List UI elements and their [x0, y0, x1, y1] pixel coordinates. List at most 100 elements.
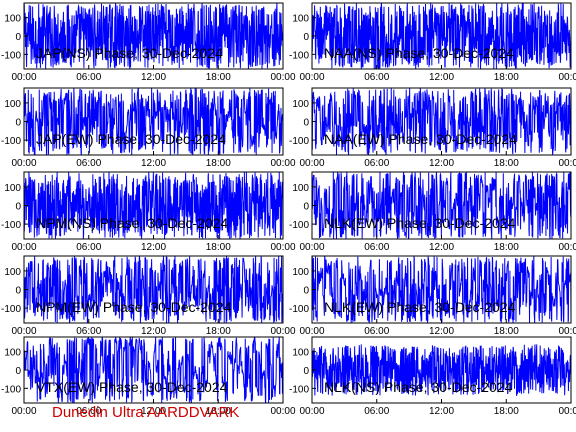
panel-9-xtick-label: 00:00 — [270, 406, 295, 417]
panel-8-ytick-label: -100 — [289, 304, 309, 315]
panel-8-title: NLK(EW) Phase, 30-Dec-2024 — [324, 299, 516, 315]
panel-7-xtick-label: 18:00 — [206, 326, 231, 337]
panel-3-title: JAP(EW) Phase, 30-Dec-2024 — [36, 131, 226, 147]
panel-3-phase-trace — [24, 88, 283, 155]
panel-8-ytick-label: 100 — [292, 267, 309, 278]
panel-8-xtick-label: 06:00 — [364, 326, 389, 337]
panel-4-xtick-label: 12:00 — [429, 158, 454, 169]
panel-2-ytick-label: 0 — [303, 32, 309, 43]
panel-2-xtick-label: 18:00 — [494, 72, 519, 83]
panel-7-title: NPM(EW) Phase, 30-Dec-2024 — [36, 299, 232, 315]
panel-10-xtick-label: 00:00 — [299, 406, 324, 417]
panel-7-ytick-label: 100 — [4, 267, 21, 278]
panel-3-xtick-label: 00:00 — [11, 158, 36, 169]
panel-4-title: NAA(EW) Phase, 30-Dec-2024 — [324, 131, 517, 147]
panel-4-phase-trace — [312, 88, 571, 155]
panel-7-ytick-label: 0 — [15, 286, 21, 297]
panel-5-phase-trace — [24, 172, 283, 239]
panel-5-title: NPM(NS) Phase, 30-Dec-2024 — [36, 215, 228, 231]
panel-9-xtick-label: 12:00 — [141, 406, 166, 417]
panel-8-xtick-label: 18:00 — [494, 326, 519, 337]
panel-2-xtick-label: 00:00 — [558, 72, 576, 83]
panel-4-xtick-label: 00:00 — [299, 158, 324, 169]
panel-1-title: JAP(NS) Phase, 30-Dec-2024 — [36, 45, 223, 61]
panel-10-xtick-label: 06:00 — [364, 406, 389, 417]
panel-4-xtick-label: 06:00 — [364, 158, 389, 169]
panel-7-xtick-label: 00:00 — [11, 326, 36, 337]
panel-9-ytick-label: 100 — [4, 348, 21, 359]
panel-9-xtick-label: 06:00 — [76, 406, 101, 417]
panel-6-phase-trace — [312, 172, 571, 239]
panel-5-ytick-label: 100 — [4, 183, 21, 194]
panel-6-xtick-label: 00:00 — [558, 242, 576, 253]
panel-9-phase-trace — [24, 337, 283, 403]
panel-8-xtick-label: 00:00 — [558, 326, 576, 337]
panel-3-ytick-label: 100 — [4, 99, 21, 110]
panel-1-xtick-label: 00:00 — [270, 72, 295, 83]
panel-4-xtick-label: 00:00 — [558, 158, 576, 169]
panel-6-title: NLK(EW) Phase, 30-Dec-2024 — [324, 215, 516, 231]
panel-10-xtick-label: 18:00 — [494, 406, 519, 417]
panel-6-xtick-label: 12:00 — [429, 242, 454, 253]
panel-2-ytick-label: 100 — [292, 14, 309, 25]
panel-4-ytick-label: 0 — [303, 118, 309, 129]
panel-6-ytick-label: 100 — [292, 183, 309, 194]
panel-5-ytick-label: 0 — [15, 202, 21, 213]
panel-1-xtick-label: 00:00 — [11, 72, 36, 83]
panel-10-ytick-label: 0 — [303, 366, 309, 377]
panel-10-xtick-label: 00:00 — [558, 406, 576, 417]
panel-10-title: NLK(NS) Phase, 30-Dec-2024 — [324, 379, 513, 395]
panel-1-ytick-label: 0 — [15, 32, 21, 43]
panel-3-xtick-label: 12:00 — [141, 158, 166, 169]
panel-2-ytick-label: -100 — [289, 50, 309, 61]
panel-4-xtick-label: 18:00 — [494, 158, 519, 169]
panel-8-xtick-label: 12:00 — [429, 326, 454, 337]
panel-10-ytick-label: -100 — [289, 384, 309, 395]
panel-9-xtick-label: 18:00 — [206, 406, 231, 417]
panel-9-ytick-label: 0 — [15, 366, 21, 377]
panel-6-xtick-label: 06:00 — [364, 242, 389, 253]
panel-5-xtick-label: 18:00 — [206, 242, 231, 253]
panel-10-xtick-label: 12:00 — [429, 406, 454, 417]
panel-5-xtick-label: 12:00 — [141, 242, 166, 253]
panel-7-phase-trace — [24, 256, 283, 323]
panel-6-ytick-label: -100 — [289, 220, 309, 231]
panel-2-phase-trace — [312, 3, 571, 69]
panel-1-xtick-label: 12:00 — [141, 72, 166, 83]
panel-5-ytick-label: -100 — [1, 220, 21, 231]
panel-3-ytick-label: 0 — [15, 118, 21, 129]
panel-3-xtick-label: 18:00 — [206, 158, 231, 169]
panel-6-ytick-label: 0 — [303, 202, 309, 213]
panel-5-xtick-label: 06:00 — [76, 242, 101, 253]
panel-7-xtick-label: 12:00 — [141, 326, 166, 337]
panel-2-xtick-label: 00:00 — [299, 72, 324, 83]
panel-4-ytick-label: 100 — [292, 99, 309, 110]
panel-6-xtick-label: 18:00 — [494, 242, 519, 253]
panel-9-title: VTX(EW) Phase, 30-Dec-2024 — [36, 379, 228, 395]
panel-7-xtick-label: 06:00 — [76, 326, 101, 337]
panel-3-xtick-label: 00:00 — [270, 158, 295, 169]
panel-8-phase-trace — [312, 256, 571, 323]
panel-2-title: NAA(NS) Phase, 30-Dec-2024 — [324, 45, 514, 61]
panel-10-ytick-label: 100 — [292, 348, 309, 359]
panel-5-xtick-label: 00:00 — [270, 242, 295, 253]
panel-2-xtick-label: 12:00 — [429, 72, 454, 83]
panel-9-xtick-label: 00:00 — [11, 406, 36, 417]
panel-5-xtick-label: 00:00 — [11, 242, 36, 253]
panel-7-ytick-label: -100 — [1, 304, 21, 315]
panel-6-xtick-label: 00:00 — [299, 242, 324, 253]
panel-8-ytick-label: 0 — [303, 286, 309, 297]
panel-1-ytick-label: 100 — [4, 14, 21, 25]
panel-4-ytick-label: -100 — [289, 136, 309, 147]
panel-2-xtick-label: 06:00 — [364, 72, 389, 83]
panel-1-phase-trace — [24, 3, 283, 69]
panel-3-xtick-label: 06:00 — [76, 158, 101, 169]
footer-label: Dunedin Ultra AARDDVARK — [52, 404, 240, 421]
panel-9-ytick-label: -100 — [1, 384, 21, 395]
panel-10-phase-trace — [312, 344, 571, 397]
panel-3-ytick-label: -100 — [1, 136, 21, 147]
panel-7-xtick-label: 00:00 — [270, 326, 295, 337]
panel-1-xtick-label: 18:00 — [206, 72, 231, 83]
panel-1-ytick-label: -100 — [1, 50, 21, 61]
